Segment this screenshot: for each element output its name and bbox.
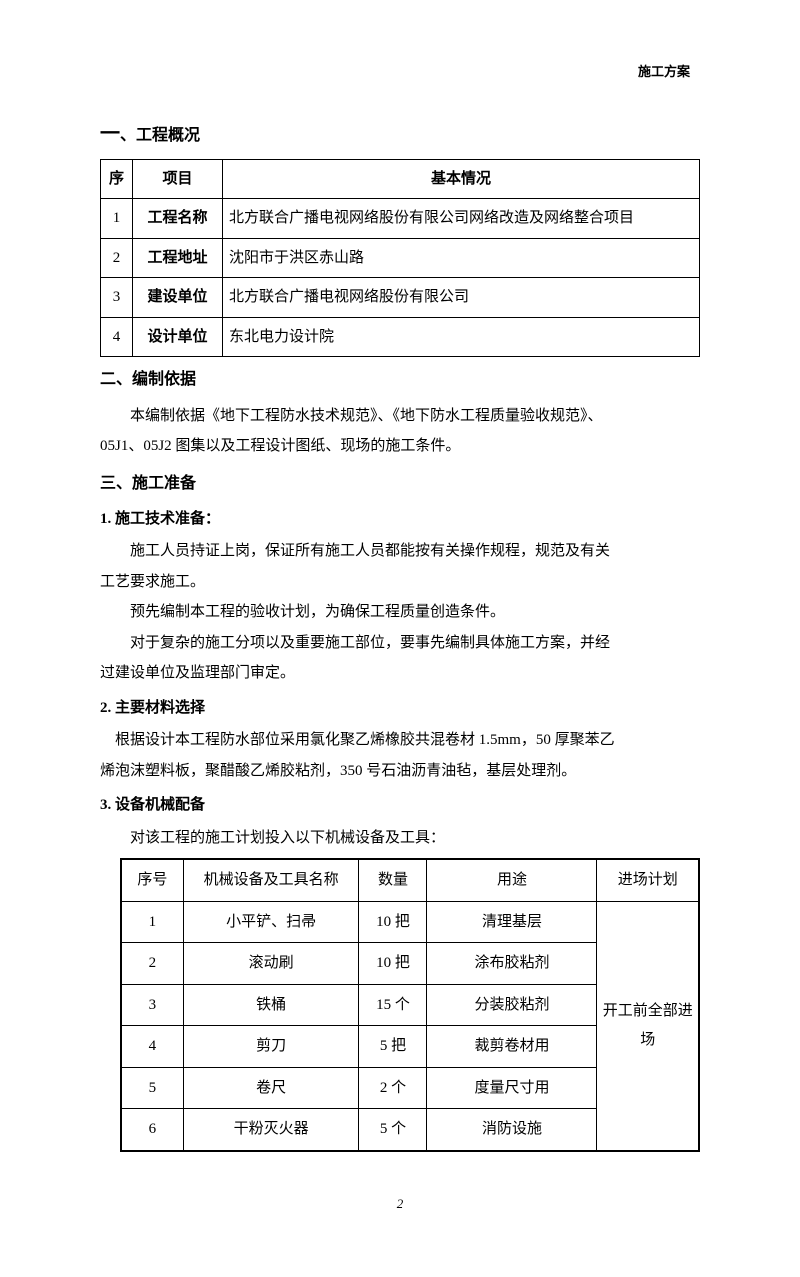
s2-p1: 本编制依据《地下工程防水技术规范》、《地下防水工程质量验收规范》、 bbox=[100, 402, 700, 431]
cell-use: 清理基层 bbox=[427, 901, 597, 943]
table-row: 1 工程名称 北方联合广播电视网络股份有限公司网络改造及网络整合项目 bbox=[101, 199, 700, 239]
th-seq: 序 bbox=[101, 159, 133, 199]
section-1-title: 一、工程概况 bbox=[100, 115, 700, 153]
section-3-3-title: 3. 设备机械配备 bbox=[100, 791, 700, 820]
cell-seq: 4 bbox=[121, 1026, 183, 1068]
s3-2-p1: 根据设计本工程防水部位采用氯化聚乙烯橡胶共混卷材 1.5mm，50 厚聚苯乙 bbox=[100, 726, 700, 755]
cell-qty: 10 把 bbox=[359, 901, 427, 943]
cell-item: 工程名称 bbox=[133, 199, 223, 239]
s3-1-p1b: 工艺要求施工。 bbox=[100, 568, 700, 597]
th-item: 项目 bbox=[133, 159, 223, 199]
cell-name: 卷尺 bbox=[183, 1067, 359, 1109]
cell-qty: 5 把 bbox=[359, 1026, 427, 1068]
cell-basic: 北方联合广播电视网络股份有限公司 bbox=[223, 278, 700, 318]
cell-seq: 3 bbox=[101, 278, 133, 318]
cell-name: 干粉灭火器 bbox=[183, 1109, 359, 1151]
cell-qty: 5 个 bbox=[359, 1109, 427, 1151]
page-number: 2 bbox=[100, 1192, 700, 1217]
section-3-2-title: 2. 主要材料选择 bbox=[100, 694, 700, 723]
section-3-1-title: 1. 施工技术准备： bbox=[100, 505, 700, 534]
section-2-title: 二、编制依据 bbox=[100, 365, 700, 395]
table-row: 3 建设单位 北方联合广播电视网络股份有限公司 bbox=[101, 278, 700, 318]
cell-item: 工程地址 bbox=[133, 238, 223, 278]
s2-p2: 05J1、05J2 图集以及工程设计图纸、现场的施工条件。 bbox=[100, 432, 700, 461]
cell-basic: 沈阳市于洪区赤山路 bbox=[223, 238, 700, 278]
th-plan: 进场计划 bbox=[597, 859, 699, 901]
th-name: 机械设备及工具名称 bbox=[183, 859, 359, 901]
th-seq: 序号 bbox=[121, 859, 183, 901]
cell-name: 剪刀 bbox=[183, 1026, 359, 1068]
s3-1-p3b: 过建设单位及监理部门审定。 bbox=[100, 659, 700, 688]
cell-seq: 2 bbox=[121, 943, 183, 985]
th-basic: 基本情况 bbox=[223, 159, 700, 199]
cell-name: 滚动刷 bbox=[183, 943, 359, 985]
cell-seq: 5 bbox=[121, 1067, 183, 1109]
cell-plan-merged: 开工前全部进场 bbox=[597, 901, 699, 1151]
cell-use: 度量尺寸用 bbox=[427, 1067, 597, 1109]
cell-seq: 3 bbox=[121, 984, 183, 1026]
cell-seq: 1 bbox=[101, 199, 133, 239]
cell-use: 裁剪卷材用 bbox=[427, 1026, 597, 1068]
cell-basic: 东北电力设计院 bbox=[223, 317, 700, 357]
cell-qty: 2 个 bbox=[359, 1067, 427, 1109]
cell-use: 涂布胶粘剂 bbox=[427, 943, 597, 985]
equipment-table: 序号 机械设备及工具名称 数量 用途 进场计划 1 小平铲、扫帚 10 把 清理… bbox=[120, 858, 700, 1152]
s3-3-p1: 对该工程的施工计划投入以下机械设备及工具： bbox=[100, 824, 700, 853]
cell-seq: 2 bbox=[101, 238, 133, 278]
doc-header-title: 施工方案 bbox=[100, 60, 700, 85]
project-info-table: 序 项目 基本情况 1 工程名称 北方联合广播电视网络股份有限公司网络改造及网络… bbox=[100, 159, 700, 358]
cell-use: 分装胶粘剂 bbox=[427, 984, 597, 1026]
cell-seq: 6 bbox=[121, 1109, 183, 1151]
table-row: 2 工程地址 沈阳市于洪区赤山路 bbox=[101, 238, 700, 278]
cell-seq: 1 bbox=[121, 901, 183, 943]
table-header-row: 序号 机械设备及工具名称 数量 用途 进场计划 bbox=[121, 859, 699, 901]
section-3-title: 三、施工准备 bbox=[100, 469, 700, 499]
s3-1-p2: 预先编制本工程的验收计划，为确保工程质量创造条件。 bbox=[100, 598, 700, 627]
section-1-text: 、工程概况 bbox=[120, 127, 200, 144]
s3-2-p1b: 烯泡沫塑料板，聚醋酸乙烯胶粘剂，350 号石油沥青油毡，基层处理剂。 bbox=[100, 757, 700, 786]
cell-name: 小平铲、扫帚 bbox=[183, 901, 359, 943]
section-1-num: 一 bbox=[100, 123, 120, 145]
cell-qty: 10 把 bbox=[359, 943, 427, 985]
table-row: 4 设计单位 东北电力设计院 bbox=[101, 317, 700, 357]
s3-1-p1: 施工人员持证上岗，保证所有施工人员都能按有关操作规程，规范及有关 bbox=[100, 537, 700, 566]
cell-seq: 4 bbox=[101, 317, 133, 357]
cell-use: 消防设施 bbox=[427, 1109, 597, 1151]
cell-name: 铁桶 bbox=[183, 984, 359, 1026]
cell-item: 设计单位 bbox=[133, 317, 223, 357]
cell-basic: 北方联合广播电视网络股份有限公司网络改造及网络整合项目 bbox=[223, 199, 700, 239]
s3-1-p3: 对于复杂的施工分项以及重要施工部位，要事先编制具体施工方案，并经 bbox=[100, 629, 700, 658]
cell-item: 建设单位 bbox=[133, 278, 223, 318]
cell-qty: 15 个 bbox=[359, 984, 427, 1026]
table-header-row: 序 项目 基本情况 bbox=[101, 159, 700, 199]
th-use: 用途 bbox=[427, 859, 597, 901]
th-qty: 数量 bbox=[359, 859, 427, 901]
table-row: 1 小平铲、扫帚 10 把 清理基层 开工前全部进场 bbox=[121, 901, 699, 943]
